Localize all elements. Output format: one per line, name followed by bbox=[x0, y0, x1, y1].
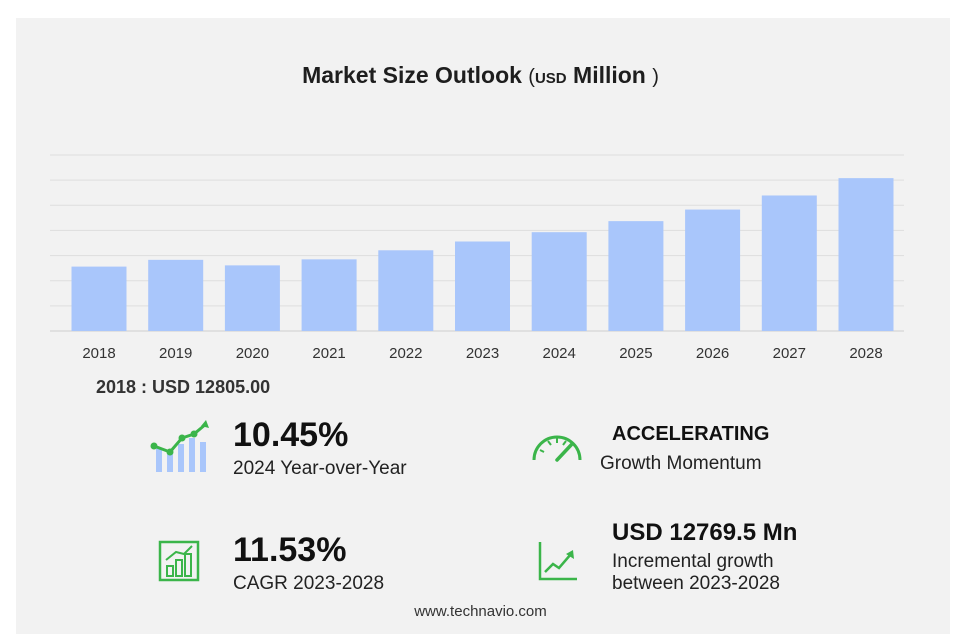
x-tick-label: 2019 bbox=[159, 345, 192, 362]
x-tick-label: 2023 bbox=[466, 345, 499, 362]
yoy-value: 10.45% bbox=[233, 416, 349, 454]
bar-chart: 2018 2019 2020 2021 2022 2023 2024 2025 2026 2027… bbox=[50, 154, 904, 362]
bar-2018 bbox=[71, 266, 127, 331]
bar-2021 bbox=[301, 259, 357, 331]
footer-url: www.technavio.com bbox=[414, 603, 547, 620]
bar-2019 bbox=[148, 259, 204, 331]
speedometer-icon bbox=[532, 435, 582, 462]
x-tick-label: 2022 bbox=[389, 345, 422, 362]
cagr-label: CAGR 2023-2028 bbox=[233, 573, 385, 594]
bar-2028 bbox=[838, 178, 894, 331]
x-tick-label: 2021 bbox=[312, 345, 345, 362]
baseline-value: 2018 : USD 12805.00 bbox=[96, 377, 271, 397]
growth-chart-icon bbox=[150, 420, 209, 472]
trend-line-icon bbox=[538, 542, 577, 581]
yoy-stat: 10.45% 2024 Year-over-Year bbox=[233, 418, 407, 480]
cagr-value: 11.53% bbox=[233, 531, 347, 569]
x-tick-label: 2027 bbox=[773, 345, 806, 362]
x-tick-label: 2026 bbox=[696, 345, 729, 362]
yoy-label: 2024 Year-over-Year bbox=[233, 458, 407, 479]
bar-2020 bbox=[224, 265, 280, 331]
momentum-value: ACCELERATING bbox=[612, 423, 770, 445]
x-tick-label: 2028 bbox=[849, 345, 882, 362]
incremental-label-line2: between 2023-2028 bbox=[612, 573, 780, 594]
incremental-stat: USD 12769.5 Mn Incremental growth betwee… bbox=[612, 519, 797, 595]
cagr-stat: 11.53% CAGR 2023-2028 bbox=[233, 533, 384, 595]
bar-growth-icon bbox=[158, 540, 200, 582]
bar-2024 bbox=[531, 232, 587, 331]
x-tick-label: 2025 bbox=[619, 345, 652, 362]
incremental-label-line1: Incremental growth bbox=[612, 551, 774, 572]
incremental-value: USD 12769.5 Mn bbox=[612, 519, 798, 546]
bar-2023 bbox=[455, 241, 510, 331]
bar-2026 bbox=[685, 209, 741, 331]
x-tick-label: 2024 bbox=[543, 345, 576, 362]
bar-2025 bbox=[608, 221, 664, 331]
momentum-label: Growth Momentum bbox=[600, 453, 762, 474]
x-tick-label: 2018 bbox=[82, 345, 115, 362]
x-tick-label: 2020 bbox=[236, 345, 269, 362]
bar-2022 bbox=[378, 250, 434, 331]
momentum-stat: ACCELERATING bbox=[612, 423, 769, 446]
bar-2027 bbox=[761, 195, 817, 331]
chart-title: Market Size Outlook (USD Million ) bbox=[302, 62, 659, 88]
